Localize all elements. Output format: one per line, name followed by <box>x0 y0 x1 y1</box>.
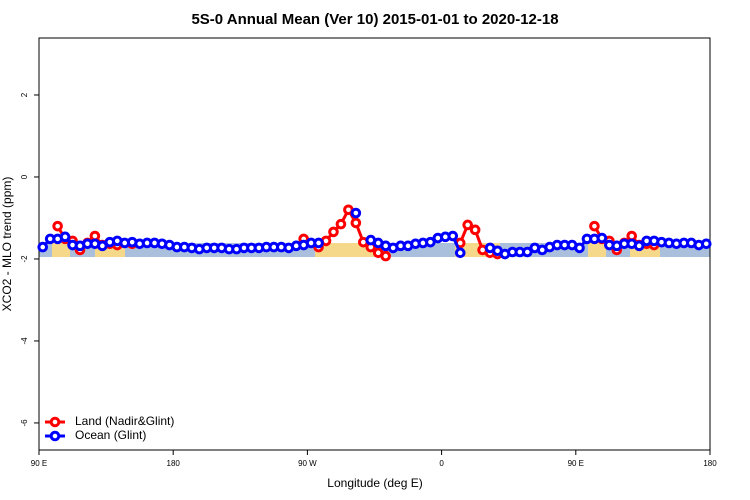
x-tick-label: 90 E <box>568 459 584 468</box>
point <box>350 207 362 219</box>
y-tick-label: -4 <box>20 337 29 345</box>
legend-label: Ocean (Glint) <box>75 428 146 442</box>
point <box>462 219 473 231</box>
land-patch <box>95 246 125 257</box>
point <box>589 220 600 232</box>
point <box>350 217 362 229</box>
legend-marker <box>49 430 61 442</box>
point <box>574 242 585 254</box>
y-tick-label: 2 <box>20 92 29 97</box>
point <box>700 238 712 250</box>
point <box>522 246 533 258</box>
land-patch <box>52 243 70 257</box>
point <box>37 241 49 253</box>
land-patch <box>588 243 606 257</box>
x-axis-label: Longitude (deg E) <box>327 476 422 490</box>
land-patch <box>315 243 375 257</box>
legend-label: Land (Nadir&Glint) <box>75 414 174 428</box>
point <box>335 218 347 230</box>
y-tick-label: -6 <box>20 419 29 427</box>
point <box>380 250 391 262</box>
x-tick-label: 180 <box>703 459 717 468</box>
point <box>596 232 608 244</box>
x-tick-label: 90 E <box>31 459 47 468</box>
x-tick-label: 180 <box>167 459 181 468</box>
point <box>469 224 481 236</box>
point <box>447 230 459 242</box>
land-patch <box>630 246 660 257</box>
x-tick-label: 0 <box>439 459 444 468</box>
point <box>633 240 645 252</box>
y-tick-label: 0 <box>20 174 29 179</box>
y-tick-label: -2 <box>20 255 29 263</box>
point <box>328 226 339 238</box>
point <box>52 220 63 232</box>
chart-title: 5S-0 Annual Mean (Ver 10) 2015-01-01 to … <box>191 11 558 28</box>
point <box>425 236 436 248</box>
point <box>454 247 466 259</box>
point <box>59 231 71 243</box>
point <box>313 237 324 249</box>
legend-marker <box>49 416 61 428</box>
y-axis-label: XCO2 - MLO trend (ppm) <box>0 177 14 312</box>
x-tick-label: 90 W <box>298 459 317 468</box>
